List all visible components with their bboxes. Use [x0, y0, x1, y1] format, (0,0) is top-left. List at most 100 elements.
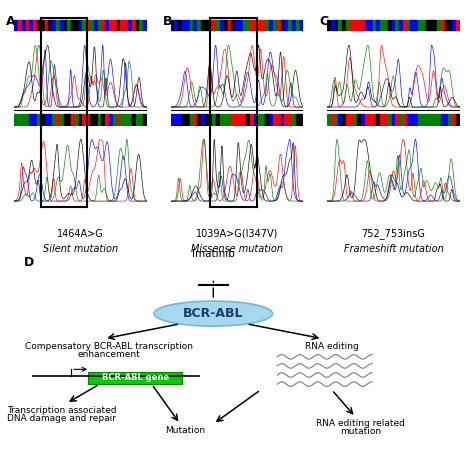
Bar	[178, 114, 182, 125]
Bar	[422, 20, 425, 30]
Text: Mutation: Mutation	[165, 426, 205, 435]
Bar	[41, 20, 44, 30]
Bar	[403, 20, 406, 30]
Bar	[250, 114, 254, 125]
Text: 752_753insG: 752_753insG	[362, 228, 425, 239]
Bar	[56, 20, 59, 30]
Bar	[384, 20, 387, 30]
Bar	[109, 114, 112, 125]
Bar	[388, 114, 391, 125]
Bar	[171, 114, 174, 125]
Bar	[52, 114, 55, 125]
Bar	[105, 114, 109, 125]
Bar	[365, 20, 368, 30]
Bar	[300, 20, 303, 30]
Bar	[14, 114, 18, 125]
Bar	[445, 114, 448, 125]
Bar	[284, 114, 288, 125]
Bar	[422, 114, 425, 125]
Bar	[342, 20, 346, 30]
Bar	[45, 20, 48, 30]
Bar	[327, 20, 330, 30]
Bar	[212, 20, 216, 30]
Text: Imatinib: Imatinib	[192, 249, 235, 259]
Bar	[243, 20, 246, 30]
Bar	[342, 114, 346, 125]
Bar	[22, 20, 25, 30]
Bar	[82, 114, 86, 125]
Bar	[193, 114, 197, 125]
Bar	[75, 20, 78, 30]
Bar	[452, 114, 456, 125]
Bar	[373, 114, 376, 125]
Bar	[186, 114, 189, 125]
Bar	[239, 114, 242, 125]
Bar	[197, 114, 201, 125]
Bar	[48, 114, 52, 125]
Bar	[79, 114, 82, 125]
Bar	[101, 114, 105, 125]
Text: C: C	[319, 15, 328, 28]
Bar	[71, 114, 74, 125]
Bar	[216, 114, 219, 125]
Bar	[441, 114, 444, 125]
Bar	[300, 114, 303, 125]
Bar	[296, 20, 299, 30]
Bar	[414, 20, 418, 30]
Bar	[418, 114, 421, 125]
Bar	[37, 20, 40, 30]
Bar	[235, 20, 238, 30]
Bar	[18, 114, 21, 125]
Bar	[262, 20, 265, 30]
Text: Silent mutation: Silent mutation	[43, 244, 118, 254]
Bar	[433, 114, 437, 125]
Bar	[86, 114, 90, 125]
Bar	[113, 20, 116, 30]
Bar	[94, 20, 97, 30]
Bar	[445, 20, 448, 30]
Bar	[29, 114, 33, 125]
Bar	[380, 20, 383, 30]
Bar	[403, 114, 406, 125]
Text: 1464A>G: 1464A>G	[57, 228, 104, 238]
Bar	[410, 114, 414, 125]
Bar	[26, 20, 29, 30]
Bar	[369, 114, 372, 125]
Bar	[98, 20, 101, 30]
Bar	[26, 114, 29, 125]
Bar	[205, 114, 208, 125]
Bar	[335, 114, 338, 125]
Bar	[277, 114, 280, 125]
Bar	[117, 114, 120, 125]
Bar	[33, 20, 36, 30]
Bar	[174, 114, 178, 125]
Bar	[67, 20, 71, 30]
Bar	[109, 20, 112, 30]
Bar	[228, 20, 231, 30]
Bar	[190, 20, 193, 30]
Bar	[426, 114, 429, 125]
Bar	[182, 114, 185, 125]
Bar	[228, 114, 231, 125]
Bar	[373, 20, 376, 30]
Bar	[239, 20, 242, 30]
Text: D: D	[24, 255, 34, 269]
Bar	[178, 20, 182, 30]
Text: 1039A>G(I347V): 1039A>G(I347V)	[196, 228, 278, 238]
Text: mutation: mutation	[340, 428, 381, 437]
Text: enhancement: enhancement	[78, 350, 140, 359]
Bar	[426, 20, 429, 30]
Bar	[75, 114, 78, 125]
Bar	[136, 114, 139, 125]
Text: A: A	[6, 15, 16, 28]
Bar	[220, 20, 223, 30]
Bar	[338, 20, 342, 30]
Bar	[418, 20, 421, 30]
Bar	[335, 20, 338, 30]
Bar	[277, 20, 280, 30]
Bar	[86, 20, 90, 30]
Bar	[105, 20, 109, 30]
Text: DNA damage and repair: DNA damage and repair	[7, 414, 116, 423]
Text: BCR-ABL gene: BCR-ABL gene	[101, 373, 169, 382]
Bar	[128, 20, 131, 30]
